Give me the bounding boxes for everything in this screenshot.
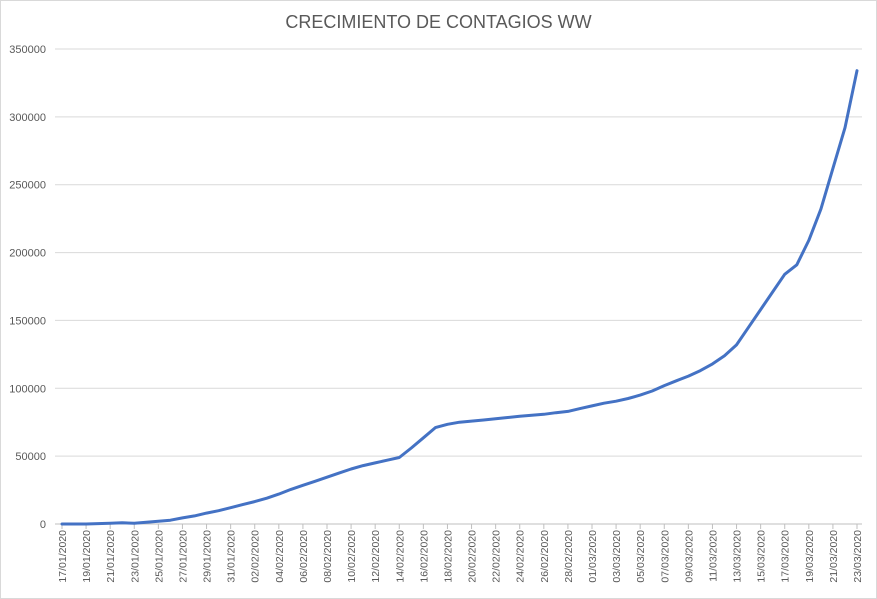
y-tick-label: 0	[40, 519, 46, 531]
x-tick-label: 14/02/2020	[394, 530, 406, 583]
x-tick-label: 02/02/2020	[250, 530, 262, 583]
y-tick-label: 250000	[9, 180, 46, 192]
x-tick-label: 18/02/2020	[442, 530, 454, 583]
x-tick-label: 03/03/2020	[611, 530, 623, 583]
x-tick-label: 26/02/2020	[539, 530, 551, 583]
x-tick-label: 19/03/2020	[804, 530, 816, 583]
x-tick-label: 11/03/2020	[707, 530, 719, 582]
x-tick-label: 21/01/2020	[105, 530, 117, 583]
y-tick-label: 50000	[15, 451, 46, 463]
x-tick-label: 24/02/2020	[515, 530, 527, 583]
gridlines	[55, 48, 862, 525]
x-tick-label: 16/02/2020	[418, 530, 430, 583]
x-tick-label: 22/02/2020	[491, 530, 503, 583]
x-tick-label: 15/03/2020	[756, 530, 768, 583]
x-tick-label: 17/03/2020	[780, 530, 792, 583]
series-line	[60, 69, 859, 526]
x-tick-label: 05/03/2020	[635, 530, 647, 583]
y-tick-label: 200000	[9, 248, 46, 260]
x-tick-label: 27/01/2020	[177, 530, 189, 583]
x-tick-label: 31/01/2020	[226, 530, 238, 583]
x-tick-label: 13/03/2020	[732, 530, 744, 583]
x-tick-label: 20/02/2020	[467, 530, 479, 583]
x-tick-label: 01/03/2020	[587, 530, 599, 583]
y-tick-label: 300000	[9, 112, 46, 124]
x-tick-label: 23/01/2020	[129, 530, 141, 583]
y-axis-labels: 0 50000 100000 150000 200000 250000 300000 3500…	[9, 44, 46, 531]
y-tick-label: 150000	[9, 315, 46, 327]
x-tick-label: 07/03/2020	[659, 530, 671, 583]
x-tick-label: 04/02/2020	[274, 530, 286, 583]
x-tick-label: 08/02/2020	[322, 530, 334, 583]
x-tick-label: 12/02/2020	[370, 530, 382, 583]
x-axis: 17/01/2020 19/01/2020 21/01/2020 23/01/2020…	[57, 524, 864, 583]
x-tick-label: 17/01/2020	[57, 530, 69, 583]
x-tick-label: 23/03/2020	[852, 530, 864, 583]
x-tick-label: 25/01/2020	[153, 530, 165, 583]
x-tick-label: 21/03/2020	[828, 530, 840, 583]
x-tick-label: 06/02/2020	[298, 530, 310, 583]
chart-title: CRECIMIENTO DE CONTAGIOS WW	[285, 12, 592, 32]
x-tick-label: 19/01/2020	[81, 530, 93, 583]
x-tick-label: 10/02/2020	[346, 530, 358, 583]
series-layer	[60, 69, 859, 526]
y-tick-label: 350000	[9, 44, 46, 56]
x-tick-label: 09/03/2020	[683, 530, 695, 583]
x-tick-label: 28/02/2020	[563, 530, 575, 583]
y-tick-label: 100000	[9, 383, 46, 395]
x-tick-label: 29/01/2020	[202, 530, 214, 583]
